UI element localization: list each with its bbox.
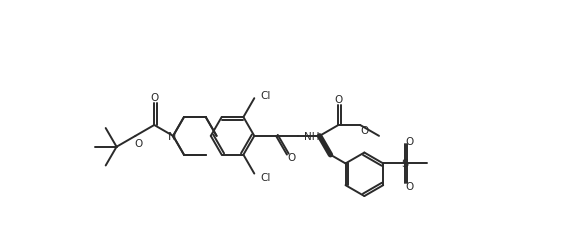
Text: NH: NH	[304, 131, 319, 141]
Text: O: O	[360, 126, 368, 136]
Text: Cl: Cl	[260, 91, 270, 101]
Text: O: O	[334, 95, 343, 105]
Text: Cl: Cl	[260, 172, 270, 182]
Text: O: O	[288, 152, 296, 162]
Text: O: O	[406, 181, 414, 191]
Text: O: O	[150, 93, 158, 103]
Text: N: N	[168, 131, 176, 141]
Text: O: O	[406, 136, 414, 146]
Text: S: S	[401, 159, 408, 169]
Text: O: O	[134, 138, 142, 148]
